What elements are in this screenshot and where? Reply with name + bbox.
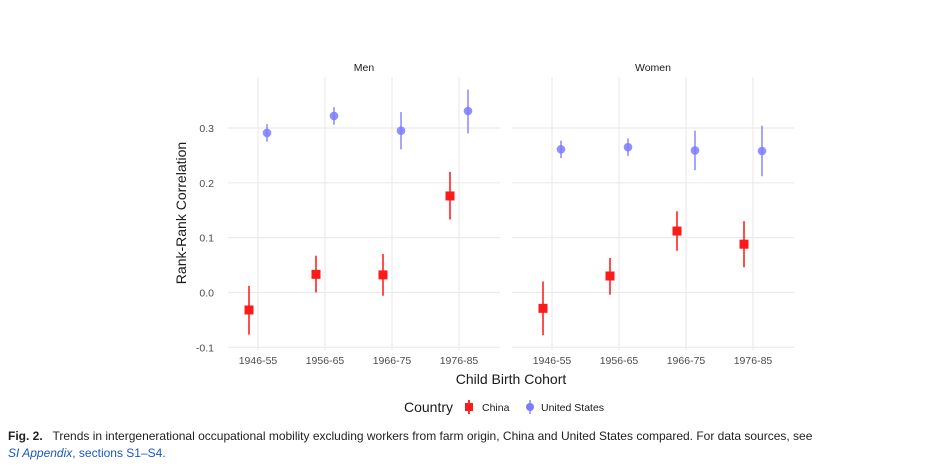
data-point-united-states	[757, 146, 767, 156]
x-tick-label: 1946-55	[239, 355, 278, 367]
x-tick-label: 1966-75	[373, 355, 412, 367]
legend-key-united-states	[526, 403, 534, 411]
y-tick-label: 0.1	[199, 233, 214, 245]
y-axis-label: Rank-Rank Correlation	[173, 142, 189, 284]
legend-label-united-states: United States	[541, 402, 604, 414]
data-point-china	[311, 269, 321, 279]
legend-label-china: China	[482, 402, 510, 414]
x-tick-label: 1966-75	[667, 355, 706, 367]
data-point-china	[672, 226, 682, 236]
data-point-united-states	[463, 106, 473, 116]
x-tick-label: 1976-85	[440, 355, 479, 367]
x-tick-label: 1976-85	[734, 355, 773, 367]
x-tick-label: 1956-65	[306, 355, 345, 367]
y-tick-label: 0.0	[199, 287, 214, 299]
caption-label: Fig. 2.	[8, 429, 43, 443]
chart: 1946-55 1956-65 1966-75 1976-85 Men 1946-55 19…	[173, 62, 794, 415]
data-point-china	[378, 270, 388, 280]
data-point-united-states	[690, 146, 700, 155]
data-point-united-states	[396, 126, 406, 136]
y-tick-label: 0.2	[199, 178, 214, 190]
data-point-united-states	[556, 145, 566, 154]
caption-tail: , sections S1–S4.	[72, 446, 166, 460]
data-point-united-states	[329, 111, 339, 121]
figure-caption: Fig. 2. Trends in intergenerational occu…	[8, 428, 933, 462]
si-appendix-link[interactable]: SI Appendix	[8, 446, 73, 460]
legend-title: Country	[404, 399, 453, 415]
panel-title-men: Men	[354, 62, 375, 74]
data-point-china	[244, 305, 254, 315]
x-tick-label: 1956-65	[600, 355, 639, 367]
y-tick-label: -0.1	[196, 342, 214, 354]
data-point-china	[605, 271, 615, 281]
data-point-china	[739, 239, 749, 249]
x-tick-label: 1946-55	[533, 355, 572, 367]
x-axis-label: Child Birth Cohort	[456, 371, 567, 387]
caption-text: Trends in intergenerational occupational…	[52, 429, 813, 443]
data-point-united-states	[623, 142, 633, 152]
data-point-china	[538, 303, 548, 313]
data-point-united-states	[262, 128, 272, 138]
data-point-china	[445, 191, 455, 201]
y-tick-label: 0.3	[199, 123, 214, 135]
legend-key-china	[465, 403, 473, 411]
panel-title-women: Women	[635, 62, 671, 74]
